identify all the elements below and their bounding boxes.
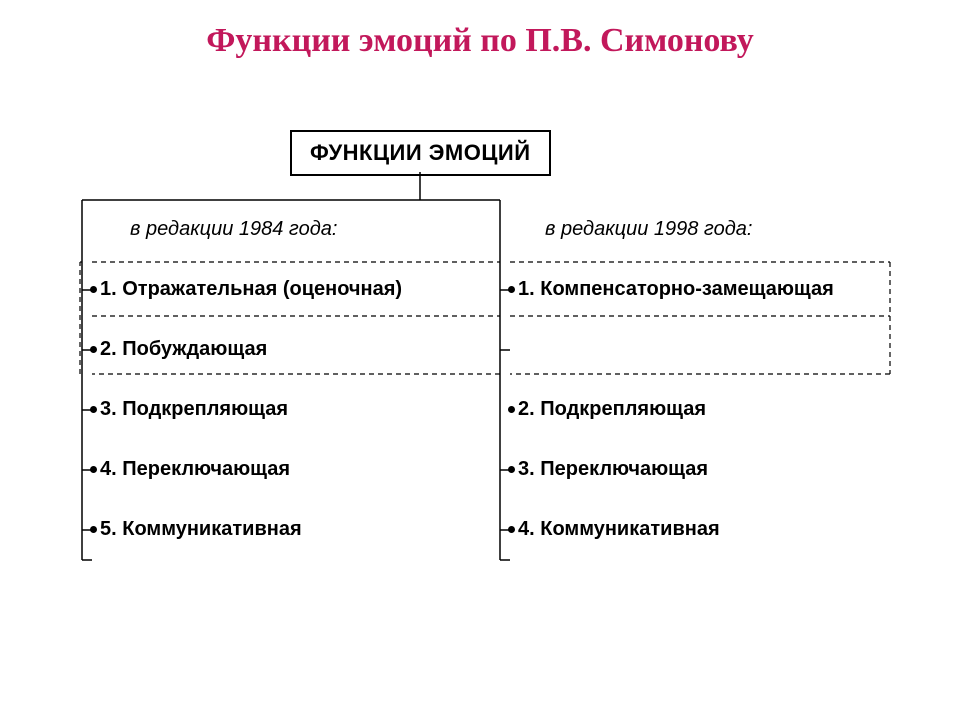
left-item-2: 2. Побуждающая — [100, 338, 267, 361]
bullet-icon — [508, 286, 515, 293]
bullet-icon — [90, 406, 97, 413]
slide-title: Функции эмоций по П.В. Симонову — [0, 22, 960, 60]
root-node-box: ФУНКЦИИ ЭМОЦИЙ — [290, 130, 551, 176]
bullet-icon — [508, 526, 515, 533]
root-node-label: ФУНКЦИИ ЭМОЦИЙ — [310, 140, 531, 165]
bullet-icon — [508, 406, 515, 413]
left-column-header: в редакции 1984 года: — [130, 218, 337, 241]
left-item-5: 5. Коммуникативная — [100, 518, 302, 541]
right-item-3: 3. Переключающая — [518, 458, 708, 481]
left-item-3: 3. Подкрепляющая — [100, 398, 288, 421]
right-item-4: 4. Коммуникативная — [518, 518, 720, 541]
bullet-icon — [90, 526, 97, 533]
bullet-icon — [90, 286, 97, 293]
right-item-2: 2. Подкрепляющая — [518, 398, 706, 421]
left-item-4: 4. Переключающая — [100, 458, 290, 481]
bullet-icon — [508, 466, 515, 473]
slide: Функции эмоций по П.В. Симонову ФУНКЦИИ … — [0, 0, 960, 720]
left-item-1: 1. Отражательная (оценочная) — [100, 278, 402, 301]
bullet-icon — [90, 466, 97, 473]
right-column-header: в редакции 1998 года: — [545, 218, 752, 241]
right-item-1: 1. Компенсаторно-замещающая — [518, 278, 834, 301]
bullet-icon — [90, 346, 97, 353]
